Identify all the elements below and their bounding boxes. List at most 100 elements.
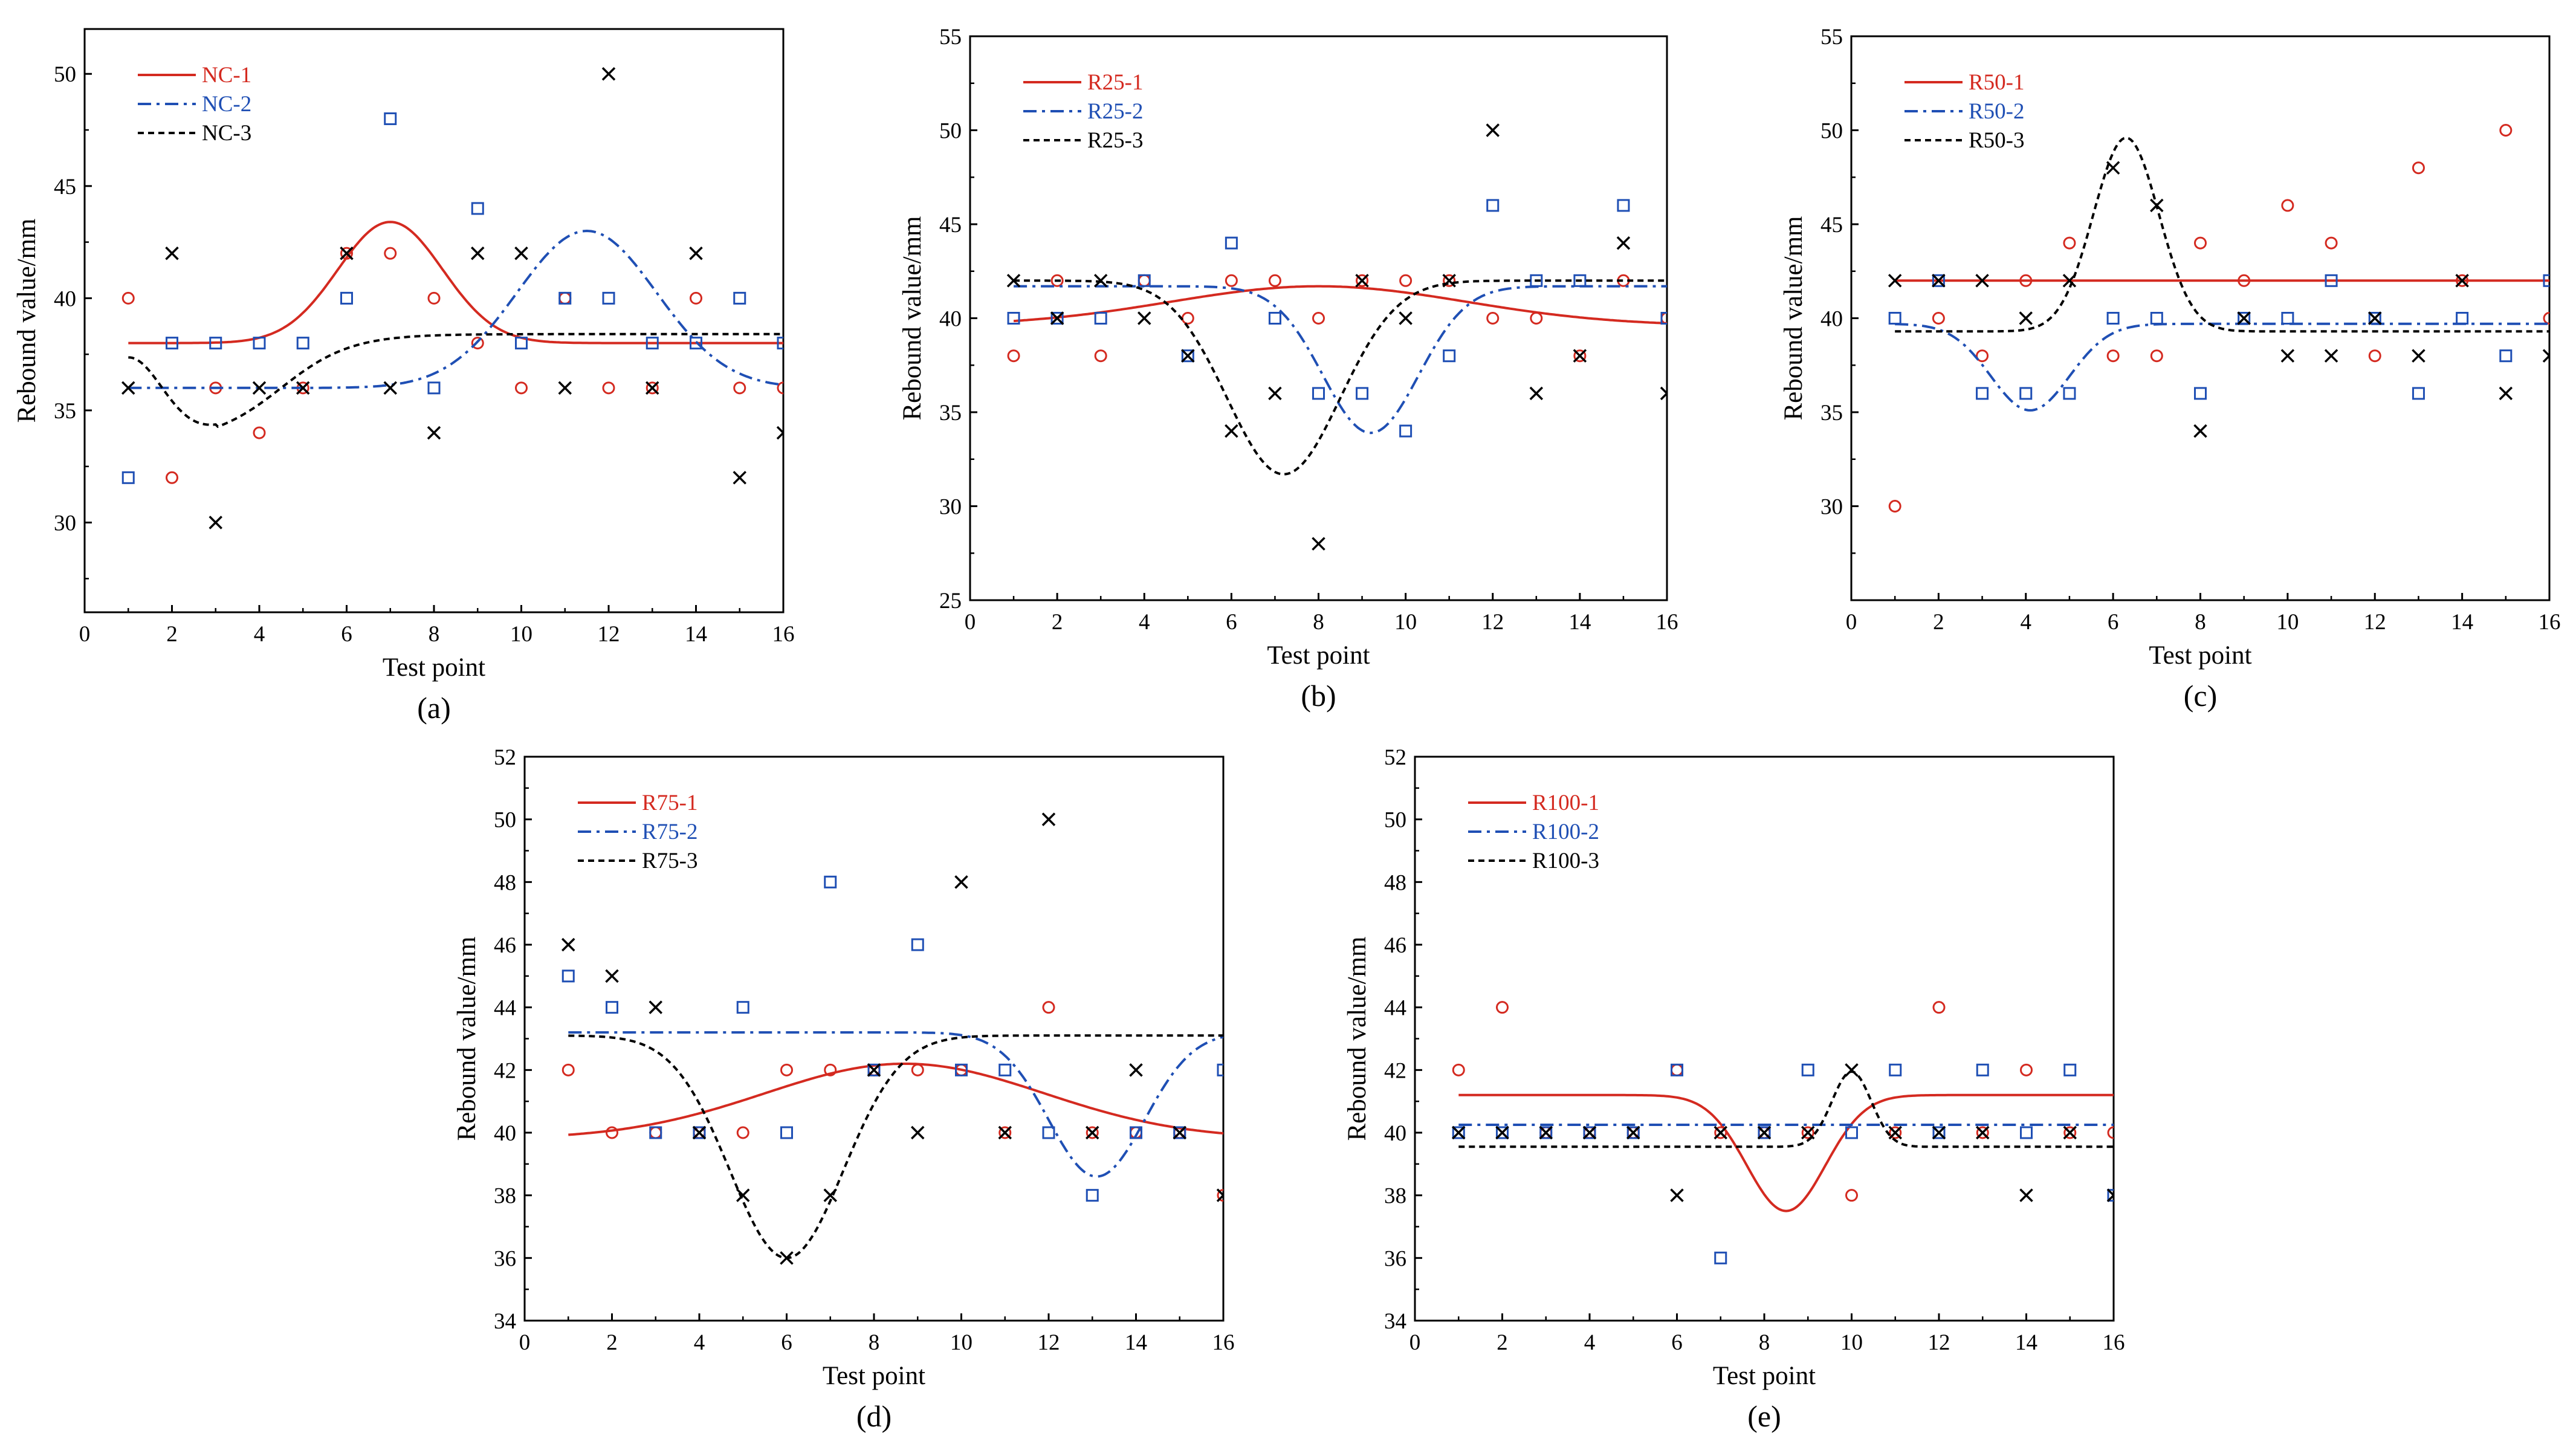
data-point xyxy=(1443,274,1456,287)
data-point xyxy=(1042,1001,1055,1014)
data-point xyxy=(1758,1126,1771,1139)
data-point xyxy=(1757,1125,1772,1140)
points-r50-1 xyxy=(1888,124,2549,513)
data-point xyxy=(471,246,485,261)
data-point xyxy=(2019,311,2033,325)
data-point xyxy=(515,337,528,350)
x-tick-label: 12 xyxy=(2364,610,2386,635)
data-point xyxy=(2019,274,2033,287)
x-tick-label: 6 xyxy=(1226,610,1237,635)
data-point xyxy=(690,337,702,350)
data-point xyxy=(646,381,659,395)
y-tick-label: 34 xyxy=(1384,1309,1406,1334)
data-point xyxy=(2107,1126,2114,1139)
data-point xyxy=(1582,1125,1597,1140)
points-r75-3 xyxy=(561,812,1223,1265)
data-point xyxy=(777,381,783,395)
fit-curve-r25-1 xyxy=(1013,285,1667,325)
data-point xyxy=(1452,1126,1465,1139)
y-tick-label: 25 xyxy=(939,589,962,613)
x-axis-title: Test point xyxy=(2149,641,2251,670)
y-tick-label: 50 xyxy=(494,808,516,833)
data-point xyxy=(2368,312,2381,325)
x-tick-label: 4 xyxy=(694,1330,705,1355)
data-point xyxy=(1932,1001,1946,1014)
data-point xyxy=(383,381,397,395)
x-tick-label: 0 xyxy=(1846,610,1857,635)
data-point xyxy=(561,969,575,983)
y-axis-title: Rebound value/mm xyxy=(453,937,481,1141)
x-tick-label: 8 xyxy=(869,1330,880,1355)
fit-curve-r100-1 xyxy=(1458,1093,2114,1212)
data-point xyxy=(1486,123,1500,137)
data-point xyxy=(340,246,354,261)
data-point xyxy=(2106,349,2120,363)
data-point xyxy=(911,1063,924,1076)
y-tick-label: 44 xyxy=(494,996,516,1021)
data-point xyxy=(1268,386,1282,401)
plot-frame xyxy=(523,756,1225,1322)
y-tick-label: 50 xyxy=(1384,808,1406,833)
data-point xyxy=(1130,1126,1142,1139)
y-tick-label: 48 xyxy=(1384,870,1406,895)
data-point xyxy=(384,247,397,260)
x-tick-label: 16 xyxy=(1656,610,1678,635)
x-tick-label: 10 xyxy=(510,622,532,647)
data-point xyxy=(1129,1063,1143,1077)
data-point xyxy=(558,381,572,395)
fit-curve-r25-2 xyxy=(1014,285,1667,435)
data-point xyxy=(2106,161,2120,175)
data-point xyxy=(649,1126,662,1139)
panel-b: 0 2 4 6 8 10 12 14 16 25 30 35 40 45 50 55 Test point Reb… xyxy=(898,25,1678,713)
data-point xyxy=(1671,1063,1683,1076)
y-tick-label: 40 xyxy=(494,1121,516,1146)
data-point xyxy=(1801,1125,1815,1140)
legend-label: NC-3 xyxy=(202,121,251,146)
data-point xyxy=(1093,274,1108,288)
data-point xyxy=(1216,1188,1223,1202)
data-point xyxy=(954,875,968,889)
data-point xyxy=(1573,274,1587,287)
data-point xyxy=(867,1063,881,1077)
data-point xyxy=(1452,1125,1466,1140)
data-point xyxy=(561,937,575,952)
fit-curve-r25-3 xyxy=(1014,279,1667,476)
data-point xyxy=(2150,349,2163,363)
data-point xyxy=(1399,311,1413,325)
data-point xyxy=(733,291,746,305)
x-axis-title: Test point xyxy=(823,1362,925,1390)
x-tick-label: 10 xyxy=(1394,610,1417,635)
y-tick-label: 42 xyxy=(494,1058,516,1083)
data-point xyxy=(2150,312,2163,325)
data-point xyxy=(1617,199,1630,212)
x-tick-label: 2 xyxy=(1497,1330,1508,1355)
data-point xyxy=(736,1001,749,1014)
data-point xyxy=(1006,274,1021,288)
data-point xyxy=(606,1126,618,1139)
y-tick-label: 45 xyxy=(1820,213,1843,238)
data-point xyxy=(1932,274,1946,288)
data-point xyxy=(2237,311,2251,325)
fit-curve-nc-1 xyxy=(128,221,783,345)
data-point xyxy=(2063,1126,2077,1139)
data-point xyxy=(1660,312,1667,325)
y-tick-label: 30 xyxy=(939,495,962,520)
x-tick-label: 16 xyxy=(772,622,795,647)
data-point xyxy=(2281,199,2294,212)
data-point xyxy=(1181,349,1195,363)
x-tick-label: 0 xyxy=(79,622,91,647)
y-axis-title: Rebound value/mm xyxy=(898,216,927,421)
data-point xyxy=(1442,274,1456,288)
data-point xyxy=(1670,1188,1684,1202)
data-point xyxy=(2106,312,2120,325)
data-point xyxy=(166,337,178,350)
data-point xyxy=(1042,1126,1055,1139)
y-tick-label: 40 xyxy=(1820,307,1843,332)
data-point xyxy=(1888,312,1901,325)
x-tick-label: 14 xyxy=(1568,610,1591,635)
data-point xyxy=(1050,311,1064,325)
x-tick-label: 4 xyxy=(1139,610,1150,635)
data-point xyxy=(2412,387,2425,400)
x-tick-label: 6 xyxy=(781,1330,792,1355)
